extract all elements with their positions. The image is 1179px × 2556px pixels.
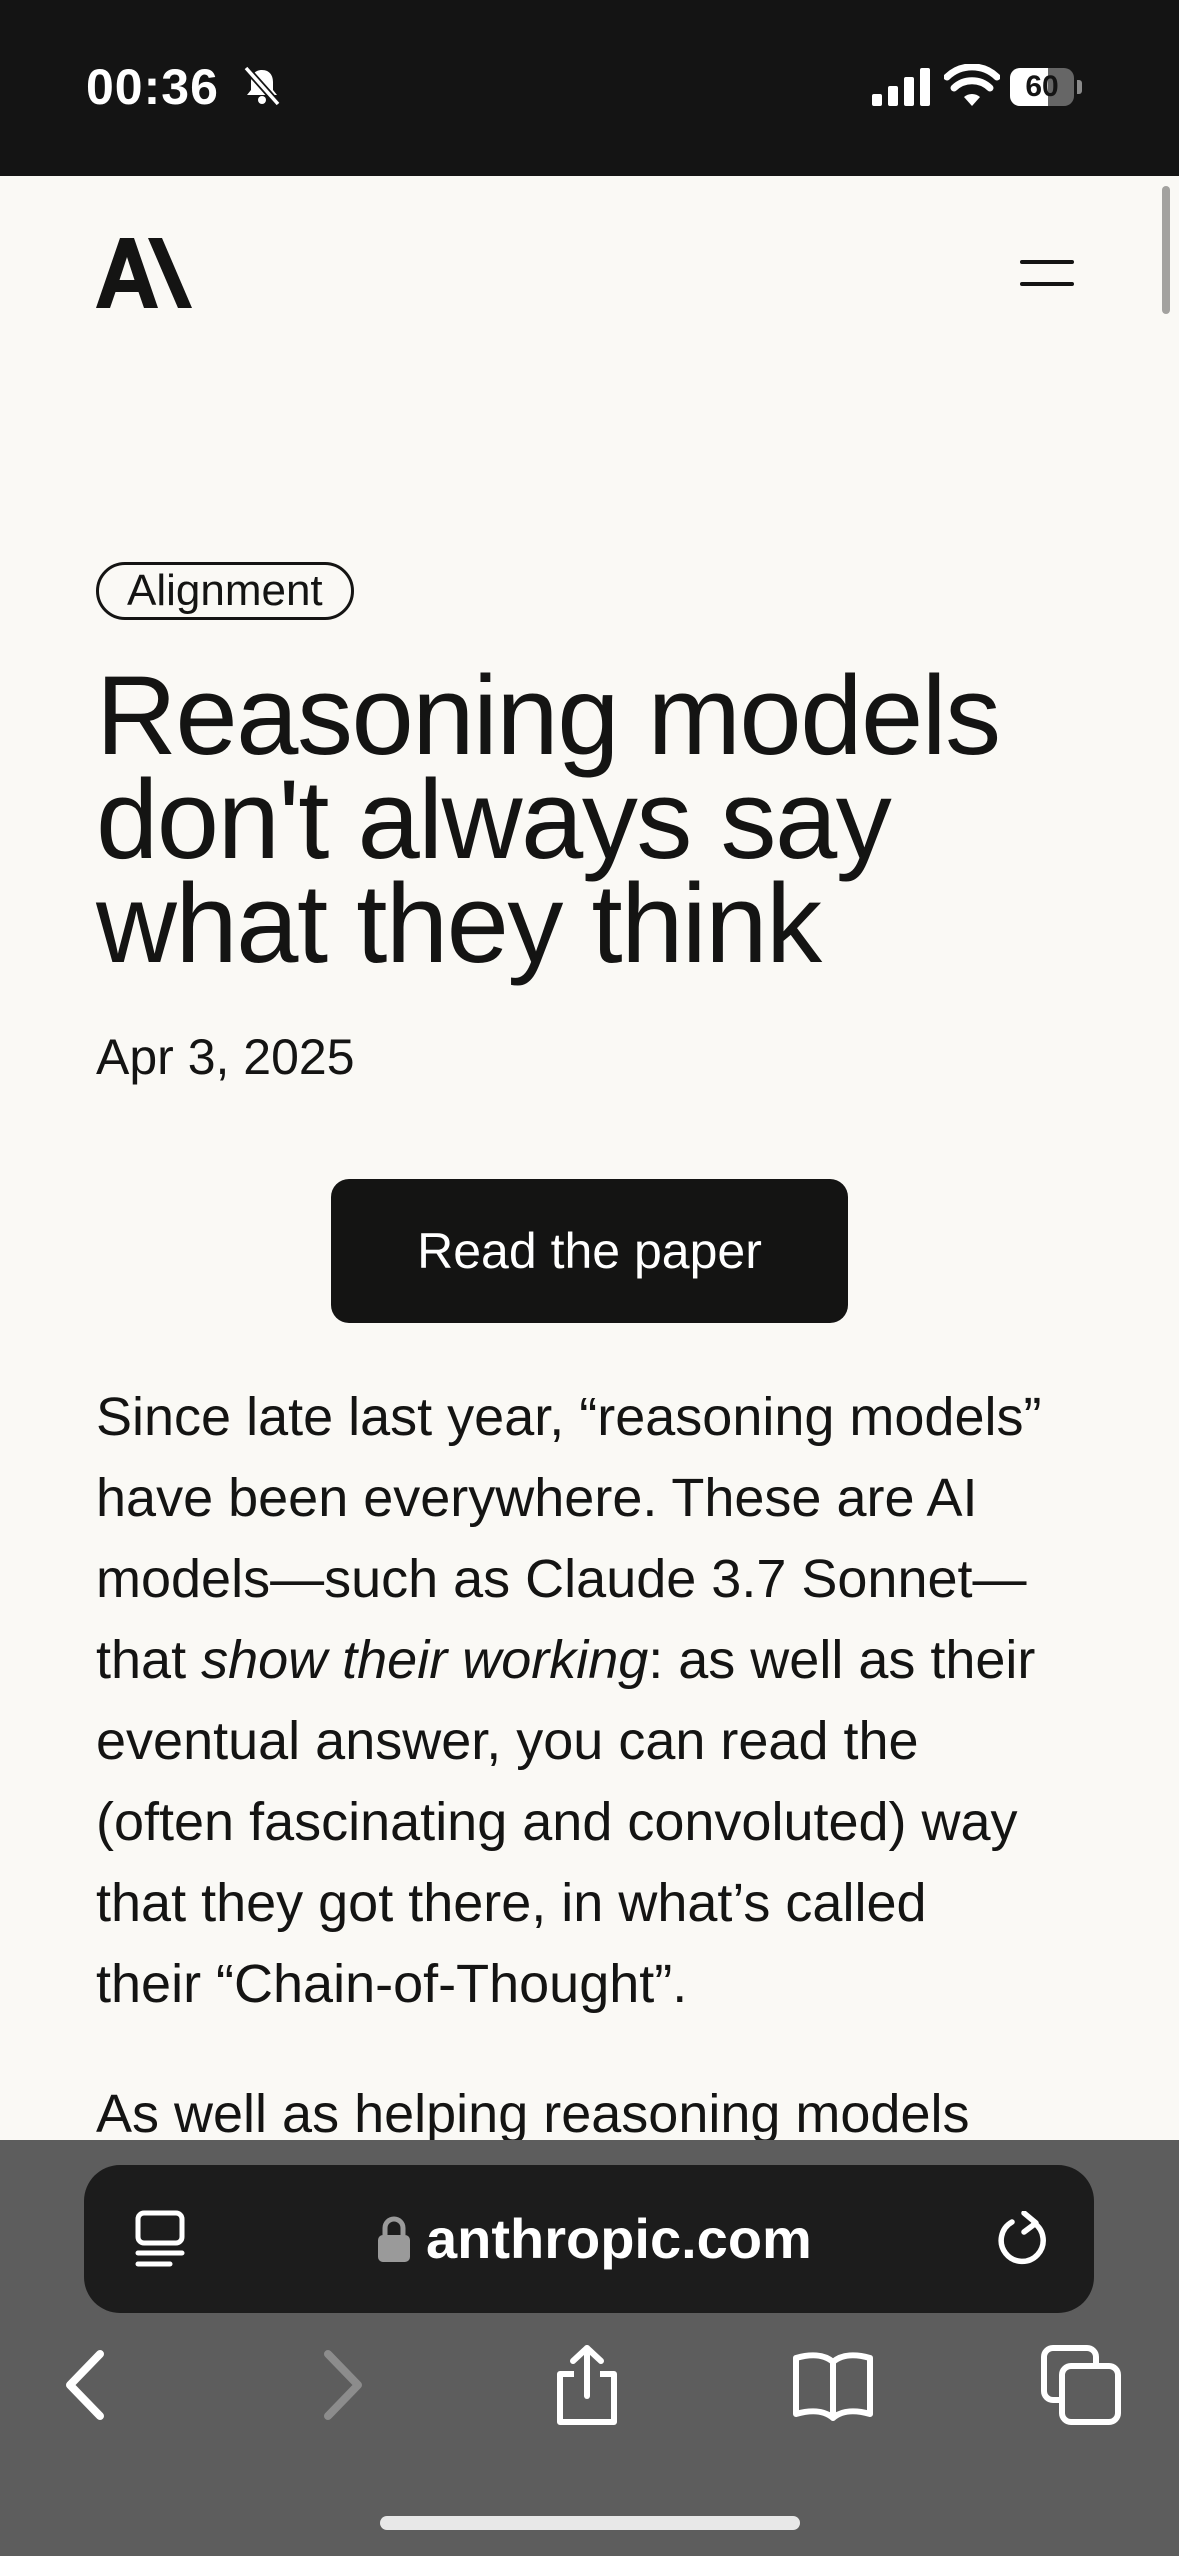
emphasized-text: show their working bbox=[201, 1630, 649, 1690]
forward-icon[interactable] bbox=[300, 2344, 382, 2426]
title-line: don't always say bbox=[96, 757, 892, 882]
paragraph-line: As well as helping reasoning models bbox=[96, 2084, 970, 2140]
article-paragraph: As well as helping reasoning models bbox=[96, 2074, 1096, 2140]
paragraph-line-text: : as well as their bbox=[648, 1630, 1036, 1690]
home-indicator[interactable] bbox=[380, 2516, 800, 2530]
wifi-icon bbox=[944, 64, 1000, 106]
paragraph-line: Since late last year, “reasoning models” bbox=[96, 1387, 1042, 1447]
paragraph-line-text: that bbox=[96, 1630, 202, 1690]
paragraph-line: have been everywhere. These are AI bbox=[96, 1468, 978, 1528]
battery-percentage: 60 bbox=[1025, 70, 1059, 103]
lock-icon bbox=[378, 2216, 410, 2262]
battery-fill bbox=[1010, 68, 1049, 106]
battery-indicator: 60 bbox=[1010, 68, 1084, 106]
category-tag[interactable]: Alignment bbox=[96, 562, 354, 620]
status-bar: 00:36 60 bbox=[0, 0, 1179, 176]
title-line: Reasoning models bbox=[96, 653, 1001, 778]
hamburger-menu-icon[interactable] bbox=[1010, 246, 1074, 302]
publish-date: Apr 3, 2025 bbox=[96, 1029, 355, 1085]
paragraph-line: models—such as Claude 3.7 Sonnet— bbox=[96, 1549, 1027, 1609]
anthropic-logo-icon[interactable] bbox=[96, 238, 192, 308]
read-paper-button[interactable]: Read the paper bbox=[331, 1179, 848, 1323]
web-page: Alignment Reasoning models don't always … bbox=[0, 176, 1179, 2140]
url-text[interactable]: anthropic.com bbox=[426, 2207, 812, 2270]
bookmarks-icon[interactable] bbox=[792, 2344, 874, 2426]
address-bar[interactable]: anthropic.com bbox=[84, 2165, 1094, 2313]
silent-bell-icon bbox=[243, 65, 281, 107]
tabs-icon[interactable] bbox=[1040, 2344, 1122, 2426]
reader-view-icon[interactable] bbox=[130, 2209, 190, 2269]
paragraph-line: their “Chain-of-Thought”. bbox=[96, 1954, 688, 2014]
page-scrollbar[interactable] bbox=[1162, 186, 1170, 314]
article-paragraph: Since late last year, “reasoning models”… bbox=[96, 1377, 1096, 2025]
share-icon[interactable] bbox=[546, 2344, 628, 2426]
cellular-signal-icon bbox=[872, 68, 930, 106]
paragraph-line: eventual answer, you can read the bbox=[96, 1711, 919, 1771]
article-title: Reasoning models don't always say what t… bbox=[96, 660, 1096, 980]
title-line: what they think bbox=[96, 861, 822, 986]
paragraph-line: that they got there, in what’s called bbox=[96, 1873, 927, 1933]
reload-icon[interactable] bbox=[994, 2211, 1052, 2269]
paragraph-line: (often fascinating and convoluted) way bbox=[96, 1792, 1018, 1852]
back-icon[interactable] bbox=[46, 2344, 128, 2426]
status-time: 00:36 bbox=[86, 59, 219, 115]
